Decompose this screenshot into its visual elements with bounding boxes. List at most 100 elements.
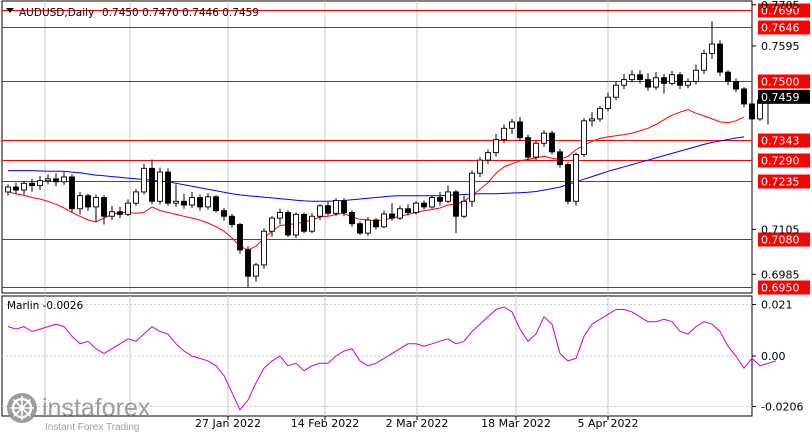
bearish-candle (405, 208, 411, 213)
bearish-candle (749, 103, 755, 120)
bullish-candle (693, 69, 699, 82)
bearish-candle (677, 74, 683, 86)
level-price-badge (758, 133, 810, 148)
marlin-oscillator (7, 306, 777, 411)
bullish-candle (413, 202, 419, 213)
bearish-candle (229, 215, 235, 225)
bullish-candle (125, 202, 131, 215)
level-price-badge (758, 232, 810, 247)
candlesticks (5, 21, 779, 288)
level-price-badge (758, 3, 810, 18)
bullish-candle (509, 121, 515, 129)
bullish-candle (365, 219, 371, 234)
bullish-candle (541, 132, 547, 144)
bullish-candle (261, 230, 267, 266)
bullish-candle (173, 200, 179, 204)
level-price-label: 0.7690 (761, 5, 800, 18)
bullish-candle (77, 195, 83, 210)
bullish-candle (309, 215, 315, 232)
price-pane (1, 0, 753, 294)
indicator-label: Marlin -0.0026 (7, 300, 83, 312)
time-tick-label: 27 Jan 2022 (195, 417, 261, 430)
price-tick-label: 0.7705 (761, 0, 800, 12)
bullish-candle (613, 84, 619, 98)
bullish-candle (653, 77, 659, 88)
bullish-candle (37, 180, 43, 187)
bearish-candle (301, 213, 307, 232)
bearish-candle (557, 151, 563, 166)
bearish-candle (725, 71, 731, 82)
time-axis: 27 Jan 2022 14 Feb 2022 2 Mar 2022 18 Mar 2… (195, 416, 639, 430)
bearish-candle (349, 212, 355, 225)
bullish-candle (493, 139, 499, 154)
bearish-candle (525, 137, 531, 158)
bullish-candle (293, 213, 299, 236)
bearish-candle (101, 197, 107, 217)
level-price-badge (758, 74, 810, 89)
bullish-candle (189, 197, 195, 206)
bearish-candle (373, 219, 379, 228)
bearish-candle (661, 77, 667, 84)
bearish-candle (29, 182, 35, 187)
bearish-candle (645, 79, 651, 88)
bearish-candle (85, 195, 91, 208)
level-price-badge (758, 20, 810, 35)
bearish-candle (149, 167, 155, 202)
bullish-candle (317, 205, 323, 217)
bullish-candle (589, 118, 595, 122)
bearish-candle (717, 43, 723, 73)
level-price-badge (758, 153, 810, 168)
price-tick-label: 0.6985 (761, 268, 800, 281)
bullish-candle (445, 191, 451, 202)
bullish-candle (581, 120, 587, 155)
oscillator-tick-label: 0.021 (761, 299, 793, 312)
bullish-candle (501, 127, 507, 140)
watermark-brand: instaforex (42, 394, 151, 422)
bullish-candle (5, 186, 11, 193)
bullish-candle (269, 217, 275, 232)
price-tick-label: 0.7105 (761, 223, 800, 236)
bullish-candle (629, 74, 635, 81)
bullish-candle (381, 213, 387, 228)
bullish-candle (141, 167, 147, 193)
ohlc-values: 0.7450 0.7470 0.7446 0.7459 (102, 7, 259, 19)
bullish-candle (253, 264, 259, 277)
bullish-candle (21, 182, 27, 191)
instaforex-logo: instaforex Instant Forex Trading (7, 393, 151, 433)
bullish-candle (429, 197, 435, 208)
bearish-candle (237, 224, 243, 251)
bullish-candle (205, 196, 211, 208)
bearish-candle (197, 197, 203, 208)
level-price-badge (758, 174, 810, 189)
bearish-candle (421, 202, 427, 208)
current-price-label: 0.7459 (761, 91, 800, 104)
price-tick-label: 0.7595 (761, 40, 800, 53)
oscillator-tick-label: 0.00 (761, 350, 786, 363)
price-axis: 0.7690 0.7646 0.7500 0.7343 0.7290 0.7235 0.70… (752, 0, 810, 413)
collapse-triangle-icon[interactable] (6, 8, 14, 13)
level-price-label: 0.7646 (761, 22, 800, 35)
bearish-candle (325, 205, 331, 214)
bearish-candle (357, 223, 363, 234)
bullish-candle (461, 200, 467, 217)
bullish-candle (133, 191, 139, 204)
bearish-candle (13, 186, 19, 191)
level-price-label: 0.6950 (761, 282, 800, 295)
bearish-candle (341, 200, 347, 213)
bearish-candle (117, 211, 123, 215)
bearish-candle (69, 176, 75, 210)
level-price-label: 0.7343 (761, 135, 800, 148)
bearish-candle (285, 212, 291, 236)
level-price-badge (758, 280, 810, 295)
marlin-line (7, 306, 777, 411)
bullish-candle (669, 74, 675, 84)
bearish-candle (453, 191, 459, 217)
bullish-candle (533, 142, 539, 158)
level-price-label: 0.7290 (761, 155, 800, 168)
bullish-candle (109, 211, 115, 217)
bearish-candle (517, 121, 523, 139)
level-price-label: 0.7080 (761, 234, 800, 247)
bullish-candle (485, 152, 491, 161)
bullish-candle (157, 171, 163, 202)
